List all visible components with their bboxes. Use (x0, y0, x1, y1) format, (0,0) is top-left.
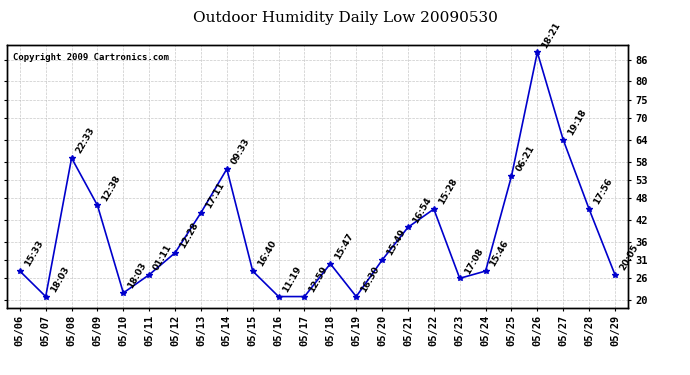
Text: 12:28: 12:28 (178, 221, 200, 250)
Text: 16:54: 16:54 (411, 195, 433, 225)
Text: 15:33: 15:33 (23, 239, 45, 268)
Text: 01:11: 01:11 (152, 243, 174, 272)
Text: Copyright 2009 Cartronics.com: Copyright 2009 Cartronics.com (13, 53, 169, 62)
Text: 18:21: 18:21 (540, 20, 562, 50)
Text: 15:49: 15:49 (385, 228, 407, 257)
Text: Outdoor Humidity Daily Low 20090530: Outdoor Humidity Daily Low 20090530 (193, 11, 497, 25)
Text: 11:19: 11:19 (282, 264, 304, 294)
Text: 17:56: 17:56 (592, 177, 614, 206)
Text: 06:21: 06:21 (514, 144, 536, 174)
Text: 18:03: 18:03 (126, 261, 148, 290)
Text: 19:18: 19:18 (566, 108, 588, 137)
Text: 15:47: 15:47 (333, 231, 355, 261)
Text: 12:59: 12:59 (307, 264, 329, 294)
Text: 22:33: 22:33 (75, 126, 97, 155)
Text: 12:38: 12:38 (100, 173, 122, 202)
Text: 17:08: 17:08 (462, 246, 484, 276)
Text: 20:05: 20:05 (618, 243, 640, 272)
Text: 17:11: 17:11 (204, 180, 226, 210)
Text: 09:33: 09:33 (230, 137, 252, 166)
Text: 15:28: 15:28 (437, 177, 459, 206)
Text: 16:30: 16:30 (359, 265, 381, 294)
Text: 15:46: 15:46 (489, 239, 511, 268)
Text: 18:03: 18:03 (48, 265, 70, 294)
Text: 16:40: 16:40 (255, 239, 277, 268)
